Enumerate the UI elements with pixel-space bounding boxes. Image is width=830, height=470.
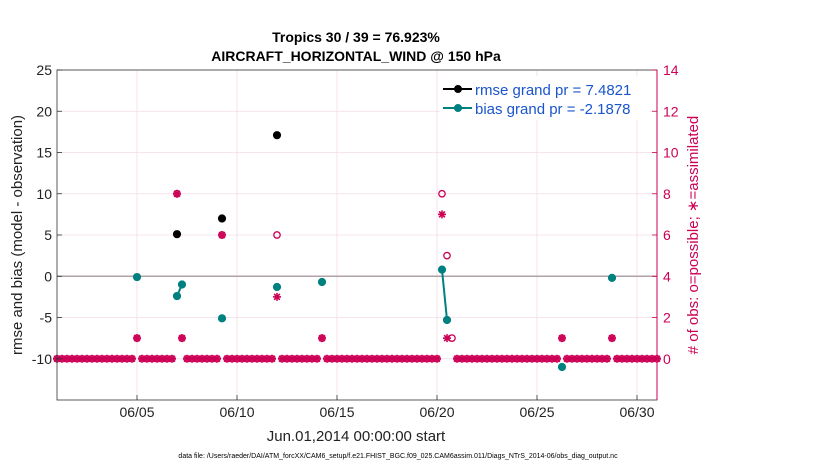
obs-count-markers (133, 189, 616, 343)
series-1-point-7 (442, 315, 452, 325)
obs-assimilated-marker-7-d2 (443, 334, 451, 342)
obs-assimilated-marker-0 (133, 334, 141, 343)
obs-zero-assimilated-47-d2 (313, 355, 321, 363)
obs-zero-assimilated-29 (213, 354, 221, 363)
x-tick-label-2: 06/15 (319, 404, 354, 420)
obs-zero-assimilated-22 (168, 354, 176, 363)
x-tick-label-0: 06/05 (119, 404, 154, 420)
obs-assimilated-marker-9 (608, 334, 616, 343)
right-tick-label-0: 0 (663, 351, 671, 367)
right-tick-label-5: 10 (663, 145, 679, 161)
obs-assimilated-marker-3 (218, 231, 226, 239)
obs-assimilated-marker-4-d2 (273, 293, 281, 301)
obs-zero-assimilated-47 (313, 354, 321, 363)
obs-zero-assimilated-29-d2 (213, 355, 221, 363)
obs-assimilated-marker-2-d2 (178, 334, 186, 342)
left-axis-label: rmse and bias (model - observation) (9, 115, 26, 355)
obs-assimilated-marker-5-d2 (318, 334, 326, 342)
series-1-point-5 (317, 277, 327, 287)
obs-zero-assimilated-100-d2 (603, 355, 611, 363)
series-0-point-0 (172, 230, 182, 239)
right-tick-label-3: 6 (663, 227, 671, 243)
obs-possible-marker-4 (273, 231, 281, 239)
legend-label-bias: bias grand pr = -2.1878 (475, 101, 631, 118)
left-tick-label-6: 20 (36, 103, 52, 119)
obs-zero-assimilated-88 (538, 354, 546, 363)
left-tick-label-7: 25 (36, 62, 52, 78)
x-tick-label-3: 06/20 (419, 404, 454, 420)
obs-assimilated-marker-8 (558, 334, 566, 343)
series-1-point-2 (177, 280, 187, 289)
right-tick-label-6: 12 (663, 103, 679, 119)
series-markers (132, 131, 617, 372)
x-axis-label: Jun.01,2014 00:00:00 start (267, 428, 446, 445)
chart-title-line1: Tropics 30 / 39 = 76.923% (272, 29, 440, 45)
series-1-segment-1 (441, 269, 448, 321)
right-axis-ticks: 0 2 4 6 8 10 12 14 (652, 62, 679, 400)
x-tick-label-1: 06/10 (219, 404, 254, 420)
obs-possible-marker-6 (438, 189, 446, 198)
x-tick-label-5: 06/30 (619, 404, 654, 420)
series-1-point-4 (272, 282, 282, 292)
obs-zero-assimilated-39-d2 (268, 355, 276, 363)
obs-assimilated-marker-6 (438, 210, 446, 219)
right-axis-label: # of obs: o=possible; ∗=assimilated (685, 116, 702, 355)
obs-assimilated-marker-4 (273, 292, 281, 301)
obs-zero-assimilated-39 (268, 354, 276, 363)
obs-possible-marker-7 (443, 251, 451, 260)
series-1-point-6 (437, 265, 447, 274)
series-0-point-1 (217, 214, 227, 223)
series-1-point-1 (172, 291, 182, 301)
left-tick-label-2: 0 (44, 268, 52, 284)
series-1-point-9 (607, 273, 617, 282)
series-1-point-0 (132, 272, 142, 282)
x-tick-label-4: 06/25 (519, 404, 554, 420)
obs-zero-assimilated-15 (128, 354, 136, 363)
obs-assimilated-marker-1-d2 (173, 190, 181, 198)
x-axis-ticks: 06/05 06/10 06/15 06/20 06/25 06/30 (119, 395, 655, 420)
obs-zero-assimilated-22-d2 (168, 355, 176, 363)
legend-marker-bias (454, 104, 462, 112)
data-file-footer: data file: /Users/raeder/DAI/ATM_forcXX/… (178, 453, 618, 460)
left-tick-label-5: 15 (36, 145, 52, 161)
obs-assimilated-marker-6-d2 (438, 210, 446, 218)
obs-assimilated-marker-5 (318, 334, 326, 343)
obs-zero-assimilated-15-d2 (128, 355, 136, 363)
obs-assimilated-marker-1 (173, 189, 181, 198)
left-axis-ticks: -10 -5 0 5 10 15 20 25 (32, 62, 62, 367)
left-tick-label-3: 5 (44, 227, 52, 243)
chart-title-line2: AIRCRAFT_HORIZONTAL_WIND @ 150 hPa (211, 48, 501, 64)
series-1-point-3 (217, 314, 227, 323)
series-1-point-8 (557, 362, 567, 372)
obs-assimilated-marker-3-d2 (218, 231, 226, 239)
obs-zero-assimilated-91-d2 (553, 355, 561, 363)
left-tick-label-0: -10 (32, 351, 52, 367)
obs-assimilated-marker-8-d2 (558, 334, 566, 342)
obs-zero-assimilated-91 (553, 354, 561, 363)
obs-zero-markers (53, 354, 661, 363)
right-tick-label-7: 14 (663, 62, 679, 78)
series-0-point-2 (272, 131, 282, 140)
right-tick-label-1: 2 (663, 310, 671, 326)
legend-marker-rmse (454, 85, 462, 93)
left-tick-label-1: -5 (40, 310, 53, 326)
obs-zero-assimilated-100 (603, 354, 611, 363)
legend: rmse grand pr = 7.4821 bias grand pr = -… (440, 76, 650, 120)
legend-box (440, 76, 650, 120)
obs-zero-assimilated-70-d2 (433, 355, 441, 363)
right-tick-label-2: 4 (663, 268, 671, 284)
obs-assimilated-marker-9-d2 (608, 334, 616, 342)
right-tick-label-4: 8 (663, 186, 671, 202)
legend-label-rmse: rmse grand pr = 7.4821 (475, 82, 631, 99)
left-tick-label-4: 10 (36, 186, 52, 202)
obs-assimilated-marker-2 (178, 334, 186, 343)
obs-assimilated-marker-7 (443, 334, 451, 343)
obs-assimilated-marker-0-d2 (133, 334, 141, 342)
obs-zero-assimilated-70 (433, 354, 441, 363)
